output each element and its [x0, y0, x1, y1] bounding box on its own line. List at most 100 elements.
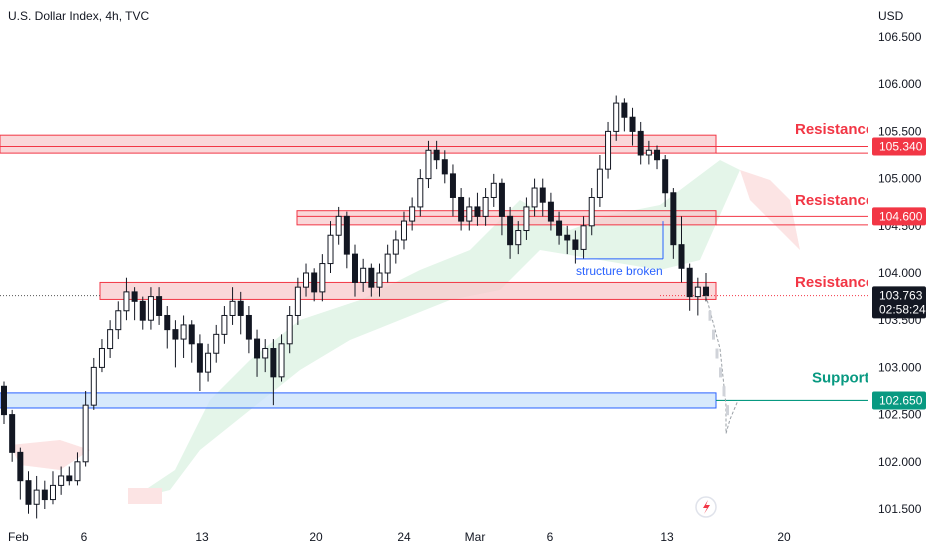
x-tick-label: 20 [309, 530, 323, 544]
candle-65-body [531, 187, 538, 208]
candle-68-body [556, 220, 563, 236]
candle-52-body [425, 149, 432, 180]
candle-63-body [515, 230, 522, 246]
y-tick-label: 105.000 [878, 172, 922, 186]
candle-46-body [376, 272, 383, 288]
candle-0-body [1, 385, 7, 416]
candle-17-body [139, 300, 146, 321]
projection-candle-2 [715, 348, 719, 359]
candle-80-body [654, 149, 661, 161]
chart-title: U.S. Dollar Index, 4h, TVC [8, 9, 150, 23]
price-zones [0, 134, 868, 409]
candle-50-body [409, 206, 416, 222]
candle-72-body [588, 196, 595, 227]
candle-44-body [360, 267, 367, 283]
candle-14-body [115, 310, 122, 331]
zone-3-label: Support [812, 370, 870, 387]
zone-1-tag [872, 207, 926, 226]
countdown-value: 02:58:24 [879, 302, 926, 316]
candle-19-body [156, 296, 163, 316]
x-tick-label: Mar [465, 530, 486, 544]
x-tick-label: 13 [660, 530, 674, 544]
candle-54-body [441, 159, 448, 175]
y-tick-label: 103.000 [878, 360, 922, 374]
zone-0-box [0, 134, 717, 154]
candle-57-body [466, 206, 473, 222]
time-axis: Feb 6 13 20 24 Mar 6 13 20 [8, 530, 791, 544]
candle-12-body [98, 348, 105, 368]
candle-42-body [343, 215, 350, 255]
y-tick-label: 106.000 [878, 77, 922, 91]
y-tick-label: 104.000 [878, 266, 922, 280]
candle-21-body [172, 329, 179, 340]
cloud-bearish [740, 170, 800, 250]
candle-29-body [237, 300, 244, 316]
candle-64-body [523, 206, 530, 232]
candle-9-body [74, 461, 81, 482]
candle-53-body [433, 149, 440, 161]
candle-36-body [294, 286, 301, 316]
chart-overlay: structure broken Resistance Resistance Resi… [576, 121, 874, 518]
zone-1-box [296, 210, 717, 226]
y-tick-label: 105.500 [878, 124, 922, 138]
candle-8-body [66, 475, 73, 482]
candle-86-body [703, 286, 709, 297]
x-tick-label: 13 [195, 530, 209, 544]
candle-66-body [539, 187, 546, 203]
x-tick-label: 6 [81, 530, 88, 544]
candle-74-body [605, 130, 612, 170]
candle-69-body [564, 234, 571, 241]
candle-22-body [180, 324, 187, 340]
candle-81-body [662, 159, 669, 194]
zone-0-tag-value: 105.340 [879, 140, 923, 154]
projection-path [705, 295, 739, 434]
zone-3-box [0, 392, 717, 409]
x-tick-label: 24 [397, 530, 411, 544]
candle-15-body [123, 291, 130, 312]
zone-3-tag-value: 102.650 [879, 393, 923, 407]
current-price-tag [872, 286, 926, 319]
candle-60-body [490, 182, 497, 198]
candle-4-body [33, 489, 40, 505]
projection-candle-4 [722, 386, 726, 397]
lightning-icon-bolt [703, 500, 710, 514]
cloud-bullish [130, 160, 740, 500]
candle-73-body [596, 168, 603, 198]
candle-31-body [254, 338, 261, 359]
candle-75-body [613, 102, 620, 132]
candle-59-body [482, 196, 489, 217]
candle-33-body [270, 348, 277, 378]
candle-30-body [245, 314, 252, 340]
candlestick-series [1, 95, 709, 519]
price-axis: 106.500106.000105.500105.000104.500104.0… [868, 0, 932, 550]
candle-16-body [131, 291, 138, 302]
candle-25-body [205, 352, 212, 373]
axis-background [868, 0, 932, 550]
structure-broken-label: structure broken [576, 264, 663, 278]
candle-23-body [188, 324, 195, 345]
zone-2-label: Resistance [795, 274, 874, 291]
candle-61-body [498, 182, 505, 217]
y-tick-label: 102.000 [878, 455, 922, 469]
candle-37-body [303, 272, 310, 288]
candle-41-body [335, 215, 342, 236]
projection-candle-1 [712, 329, 715, 340]
x-tick-label: Feb [8, 530, 29, 544]
candle-20-body [164, 314, 171, 331]
candle-6-body [49, 484, 56, 501]
candle-32-body [262, 348, 269, 359]
candle-76-body [621, 102, 628, 118]
x-tick-label: 6 [547, 530, 554, 544]
zone-1-tag-value: 104.600 [879, 209, 923, 223]
candle-48-body [392, 239, 399, 255]
zone-2-box [99, 281, 717, 300]
current-price-value: 103.763 [879, 288, 923, 302]
cloud-bearish-small [128, 488, 162, 504]
candle-51-body [417, 178, 424, 208]
candle-2-body [17, 451, 24, 482]
candle-34-body [278, 343, 285, 378]
candle-79-body [645, 149, 652, 156]
candle-28-body [229, 300, 236, 316]
candle-1-body [9, 414, 16, 453]
candle-83-body [678, 244, 685, 269]
